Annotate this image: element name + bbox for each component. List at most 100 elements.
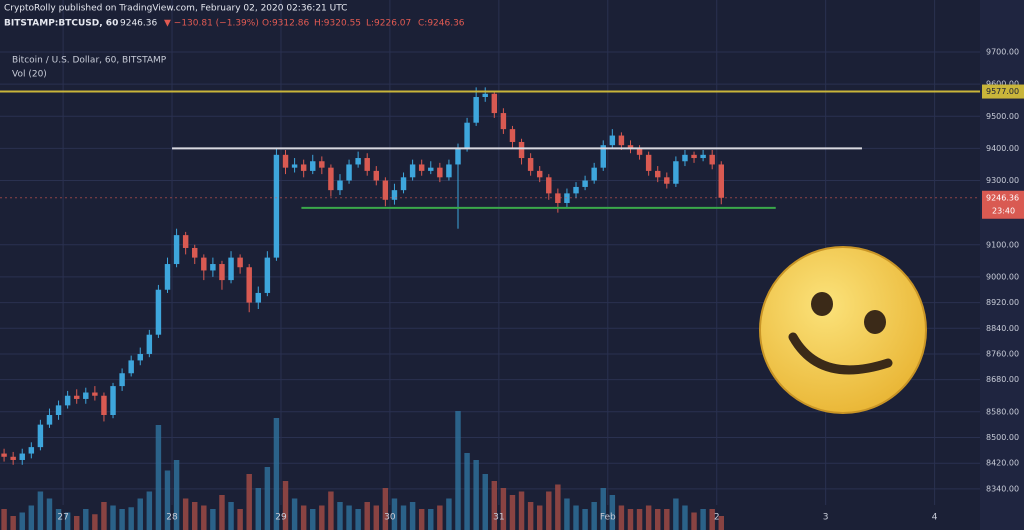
candle-body xyxy=(355,158,361,165)
candle-body xyxy=(291,164,298,168)
y-tick-label: 8920.00 xyxy=(986,298,1019,307)
volume-bar xyxy=(618,505,625,530)
volume-bar xyxy=(119,509,125,530)
volume-bar xyxy=(600,488,606,530)
volume-bar xyxy=(1,509,7,530)
volume-bar xyxy=(10,516,16,530)
y-tick-label: 8680.00 xyxy=(986,375,1019,384)
x-tick-label: 28 xyxy=(166,513,178,523)
volume-bar xyxy=(255,488,262,530)
candle-body xyxy=(455,148,461,165)
volume-bar xyxy=(237,509,243,530)
volume-bar xyxy=(627,509,634,530)
price-axis: 9700.00 9600.00 9500.00 9400.00 9300.00 9100.… xyxy=(57,48,1024,523)
candle-body xyxy=(573,186,579,194)
volume-bar xyxy=(509,495,516,530)
candle-body xyxy=(391,190,398,200)
candle-body xyxy=(591,167,597,181)
volume-bar xyxy=(391,498,398,530)
x-tick-label: 31 xyxy=(493,513,504,523)
last-price-box xyxy=(982,190,1024,219)
low: L:9226.07 xyxy=(366,19,411,29)
candle-body xyxy=(636,148,643,155)
candle-body xyxy=(664,177,670,184)
candle-body xyxy=(146,334,153,354)
candle-body xyxy=(500,113,507,130)
volume-bar xyxy=(300,505,307,530)
candle-body xyxy=(55,405,62,416)
volume-bar xyxy=(409,502,416,530)
volume-bar xyxy=(37,491,44,530)
candle-body xyxy=(46,415,53,425)
line-label: 9577.00 xyxy=(986,87,1019,96)
candle-body xyxy=(201,257,207,271)
y-tick-label: 9300.00 xyxy=(986,176,1019,185)
candle-body xyxy=(228,257,234,281)
candle-body xyxy=(491,93,498,114)
candle-body xyxy=(19,453,25,460)
y-tick-label: 8580.00 xyxy=(986,407,1019,416)
volume-bar xyxy=(473,460,479,530)
volume-bar xyxy=(582,509,588,530)
candle-body xyxy=(555,193,561,204)
candle-body xyxy=(300,164,307,171)
candle-body xyxy=(600,145,606,168)
volume-bar xyxy=(291,498,298,530)
candle-body xyxy=(101,395,107,416)
candle-body xyxy=(282,154,289,168)
x-tick-label: 27 xyxy=(57,513,68,523)
candle-body xyxy=(182,235,189,248)
volume-bar xyxy=(219,495,225,530)
candle-body xyxy=(92,392,98,396)
volume-bar xyxy=(491,481,498,530)
volume-bar xyxy=(346,505,352,530)
candle-body xyxy=(437,167,443,178)
volume-bar xyxy=(46,498,53,530)
volume-bar xyxy=(664,509,670,530)
volume-bar xyxy=(64,512,71,530)
x-tick-label: 30 xyxy=(384,513,396,523)
candle-body xyxy=(119,373,125,387)
volume-bar xyxy=(455,411,461,530)
smiley xyxy=(759,246,927,414)
smiley-eye xyxy=(864,310,886,334)
volume-bar xyxy=(682,505,688,530)
candle-body xyxy=(373,170,380,181)
y-tick-label: 8500.00 xyxy=(986,433,1019,442)
candle-body xyxy=(83,392,89,399)
volume-bar xyxy=(28,505,35,530)
symbol: BITSTAMP:BTCUSD, 60 xyxy=(4,19,118,29)
candle-body xyxy=(237,257,243,268)
volume-bar xyxy=(282,481,289,530)
volume-bar xyxy=(446,498,452,530)
candle-body xyxy=(310,161,316,171)
volume-bar xyxy=(328,491,334,530)
volume-bar xyxy=(19,512,25,530)
volume-bar xyxy=(310,509,316,530)
volume-bar xyxy=(482,474,488,530)
chart-subtitle: Vol (20) xyxy=(12,70,47,80)
volume-bar xyxy=(645,505,652,530)
volume-bar xyxy=(591,502,597,530)
candle-body xyxy=(164,264,171,290)
y-tick-label: 9400.00 xyxy=(986,144,1019,153)
volume-bar xyxy=(527,502,534,530)
volume-bar xyxy=(437,505,443,530)
x-tick-label: 29 xyxy=(275,513,287,523)
volume-bar xyxy=(164,470,171,530)
candle-body xyxy=(482,93,488,98)
countdown-label: 23:40 xyxy=(992,206,1015,215)
candle-body xyxy=(364,158,370,171)
volume-bar xyxy=(418,509,425,530)
candle-body xyxy=(110,386,116,416)
candle-body xyxy=(400,177,407,191)
close: C:9246.36 xyxy=(418,19,465,29)
published: CryptoRolly published on TradingView.com… xyxy=(4,4,347,14)
volume-bar xyxy=(691,512,697,530)
candle-body xyxy=(264,257,271,293)
chart-title: Bitcoin / U.S. Dollar, 60, BITSTAMP xyxy=(12,56,167,66)
volume-bar xyxy=(373,505,380,530)
x-tick-label: 3 xyxy=(823,513,829,523)
candle-body xyxy=(1,453,7,457)
